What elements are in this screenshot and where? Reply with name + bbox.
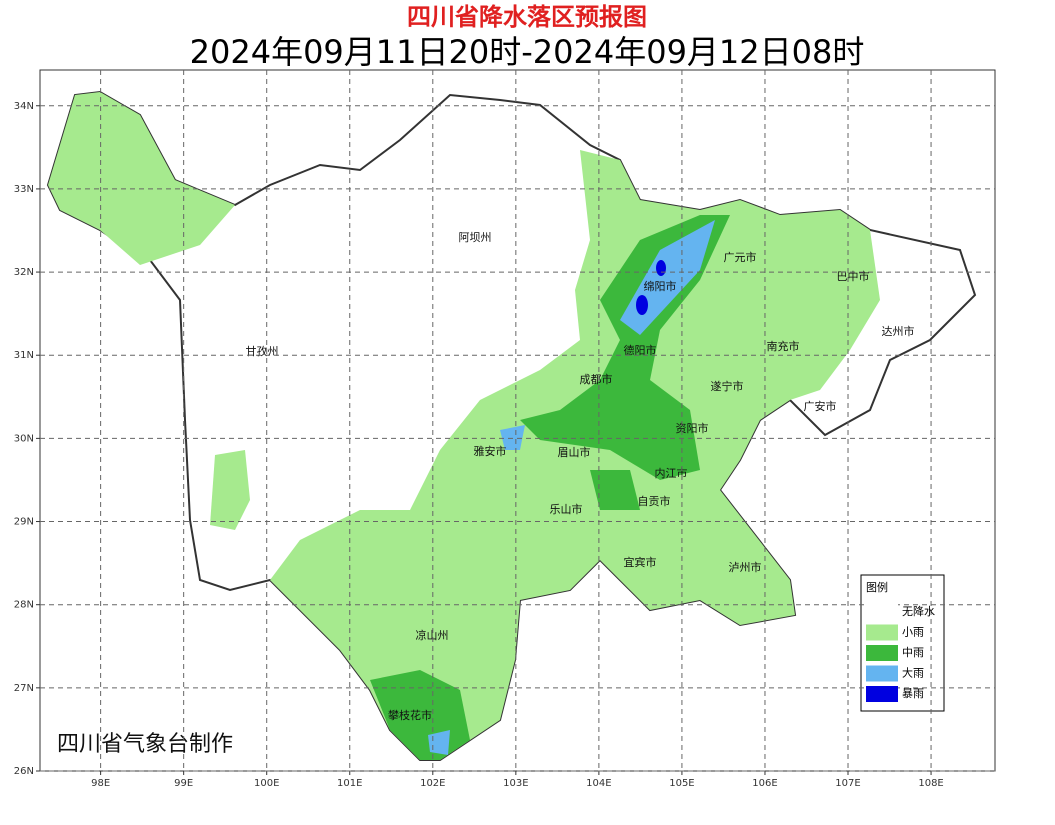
y-tick-label: 31N — [14, 350, 34, 361]
x-tick-label: 108E — [918, 778, 943, 789]
subtitle: 2024年09月11日20时-2024年09月12日08时 — [190, 33, 865, 71]
legend-swatch — [866, 665, 898, 682]
x-tick-label: 103E — [503, 778, 528, 789]
light-rain-area — [270, 150, 880, 760]
city-label: 成都市 — [580, 372, 613, 386]
city-label: 广元市 — [724, 250, 757, 264]
legend-swatch — [866, 686, 898, 702]
city-label: 泸州市 — [729, 560, 762, 574]
y-tick-label: 28N — [14, 600, 34, 611]
x-tick-label: 106E — [752, 778, 777, 789]
x-tick-label: 105E — [669, 778, 694, 789]
heavy-rain-area — [500, 425, 525, 450]
city-label: 自贡市 — [638, 494, 671, 508]
legend-title: 图例 — [866, 580, 888, 594]
legend-label: 暴雨 — [902, 687, 924, 700]
x-tick-label: 107E — [835, 778, 860, 789]
city-label: 雅安市 — [474, 444, 507, 458]
x-tick-label: 100E — [254, 778, 279, 789]
legend-label: 中雨 — [902, 646, 924, 659]
city-label: 凉山州 — [416, 628, 449, 642]
city-label: 达州市 — [882, 324, 915, 338]
title: 四川省降水落区预报图 — [407, 3, 647, 31]
city-label: 广安市 — [804, 399, 837, 413]
city-label: 绵阳市 — [644, 279, 677, 293]
x-tick-label: 104E — [586, 778, 611, 789]
city-label: 宜宾市 — [624, 555, 657, 569]
credit: 四川省气象台制作 — [57, 732, 233, 757]
city-label: 攀枝花市 — [388, 708, 432, 722]
legend-swatch — [866, 604, 898, 620]
province — [46, 90, 977, 761]
x-tick-label: 98E — [91, 778, 110, 789]
legend-label: 无降水 — [902, 604, 935, 618]
city-label: 德阳市 — [624, 343, 657, 357]
y-tick-label: 26N — [14, 766, 34, 777]
city-label: 遂宁市 — [711, 379, 744, 393]
x-tick-label: 99E — [174, 778, 193, 789]
y-tick-label: 33N — [14, 184, 34, 195]
y-tick-label: 30N — [14, 433, 34, 444]
city-label: 眉山市 — [558, 445, 591, 459]
city-label: 阿坝州 — [459, 230, 492, 244]
rainstorm-area — [636, 295, 648, 315]
city-label: 内江市 — [655, 466, 688, 480]
heavy-rain-area — [428, 730, 450, 755]
moderate-rain-area — [590, 470, 640, 510]
legend-label: 小雨 — [902, 626, 924, 639]
city-label: 甘孜州 — [246, 344, 279, 358]
y-tick-label: 29N — [14, 517, 34, 528]
city-label: 南充市 — [767, 339, 800, 353]
city-label: 巴中市 — [837, 269, 870, 283]
x-tick-label: 102E — [420, 778, 445, 789]
y-tick-label: 27N — [14, 683, 34, 694]
city-label: 资阳市 — [676, 421, 709, 435]
y-tick-label: 32N — [14, 267, 34, 278]
legend-swatch — [866, 624, 898, 641]
legend-swatch — [866, 645, 898, 661]
y-tick-label: 34N — [14, 101, 34, 112]
rainstorm-area — [656, 260, 666, 276]
legend-label: 大雨 — [902, 666, 924, 680]
light-rain-area — [48, 92, 235, 265]
light-rain-area — [210, 450, 250, 530]
city-label: 乐山市 — [550, 502, 583, 516]
x-tick-label: 101E — [337, 778, 362, 789]
